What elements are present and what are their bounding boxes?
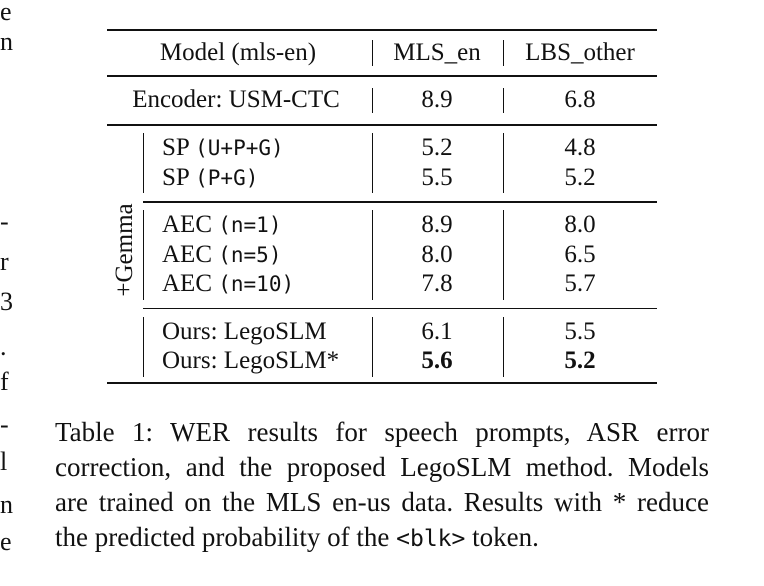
vertical-rule bbox=[503, 210, 505, 300]
caption-line: the predicted probability of the <blk> t… bbox=[55, 520, 539, 556]
model-name: AEC bbox=[162, 240, 212, 268]
margin-fragment: f bbox=[0, 367, 9, 396]
vertical-rule bbox=[143, 133, 145, 193]
margin-fragment: 3 bbox=[0, 287, 13, 316]
vertical-rule bbox=[372, 133, 374, 193]
model-arg: (n=5) bbox=[218, 242, 282, 267]
margin-fragment: n bbox=[0, 490, 13, 519]
model-arg: (P+G) bbox=[195, 165, 259, 190]
margin-fragment: e bbox=[0, 0, 12, 26]
margin-fragment: - bbox=[0, 207, 9, 236]
cell: 6.5 bbox=[564, 240, 596, 268]
row-model: AEC (n=1) bbox=[162, 210, 281, 240]
header-column: LBS_other bbox=[525, 39, 635, 66]
cell: 5.2 bbox=[564, 163, 596, 191]
margin-fragment: l bbox=[0, 447, 8, 476]
cell: 6.1 bbox=[421, 317, 453, 345]
vertical-rule bbox=[503, 316, 505, 377]
cell: 5.5 bbox=[564, 317, 596, 345]
cell: 5.7 bbox=[564, 270, 596, 297]
rule bbox=[143, 307, 657, 310]
vertical-rule bbox=[143, 316, 145, 377]
model-arg: (n=1) bbox=[218, 213, 282, 237]
vertical-rule bbox=[372, 40, 374, 66]
caption-line: Table 1: WER results for speech prompts,… bbox=[55, 417, 709, 447]
margin-fragment: e bbox=[0, 527, 12, 556]
header-model: Model (mls-en) bbox=[159, 39, 317, 66]
row-model: SP (P+G) bbox=[162, 163, 258, 193]
cell: 7.8 bbox=[421, 270, 453, 297]
row-model: AEC (n=10) bbox=[162, 269, 294, 299]
vertical-rule bbox=[503, 88, 505, 113]
cell: 5.6 bbox=[421, 347, 453, 374]
row-model: Encoder: USM-CTC bbox=[132, 86, 340, 113]
margin-fragment: - bbox=[0, 410, 9, 439]
margin-fragment: . bbox=[0, 332, 7, 361]
cell: 5.5 bbox=[421, 163, 453, 191]
model-name: SP bbox=[162, 163, 189, 191]
row-model: SP (U+P+G) bbox=[162, 133, 284, 163]
vertical-rule bbox=[503, 40, 505, 66]
vertical-rule bbox=[372, 88, 374, 113]
cell: 8.9 bbox=[421, 86, 453, 113]
caption-line: are trained on the MLS en-us data. Resul… bbox=[55, 487, 709, 517]
cell: 5.2 bbox=[421, 134, 453, 161]
caption-code: <blk> bbox=[396, 526, 466, 552]
model-name: SP bbox=[162, 134, 189, 161]
cell: 8.0 bbox=[564, 211, 596, 238]
margin-fragment: r bbox=[0, 247, 9, 276]
vertical-rule bbox=[143, 210, 145, 300]
cell: 4.8 bbox=[564, 134, 596, 161]
rule bbox=[107, 28, 657, 32]
vertical-rule bbox=[372, 210, 374, 300]
caption-text: the predicted probability of the bbox=[55, 522, 390, 552]
model-arg: (U+P+G) bbox=[195, 136, 284, 160]
rule bbox=[107, 381, 657, 385]
model-name: Ours: LegoSLM* bbox=[162, 347, 340, 374]
row-model: Ours: LegoSLM* bbox=[162, 346, 339, 376]
cell: 6.8 bbox=[564, 86, 596, 113]
vertical-rule bbox=[372, 316, 374, 377]
cell: 5.2 bbox=[564, 347, 596, 374]
group-label: +Gemma bbox=[111, 203, 138, 297]
margin-fragment: n bbox=[0, 27, 13, 56]
rule bbox=[107, 75, 657, 77]
cell: 8.9 bbox=[421, 211, 453, 238]
rule bbox=[143, 201, 657, 203]
cell: 8.0 bbox=[421, 240, 453, 268]
model-name: Ours: LegoSLM bbox=[162, 317, 327, 345]
vertical-rule bbox=[503, 133, 505, 193]
model-name: AEC bbox=[162, 270, 212, 297]
row-model: AEC (n=5) bbox=[162, 240, 281, 270]
row-model: Ours: LegoSLM bbox=[162, 317, 327, 347]
header-column: MLS_en bbox=[393, 39, 481, 66]
caption-line: correction, and the proposed LegoSLM met… bbox=[55, 452, 709, 482]
model-arg: (n=10) bbox=[218, 272, 295, 296]
model-name: AEC bbox=[162, 211, 212, 238]
rule bbox=[107, 124, 657, 126]
caption-text: token. bbox=[472, 522, 539, 552]
